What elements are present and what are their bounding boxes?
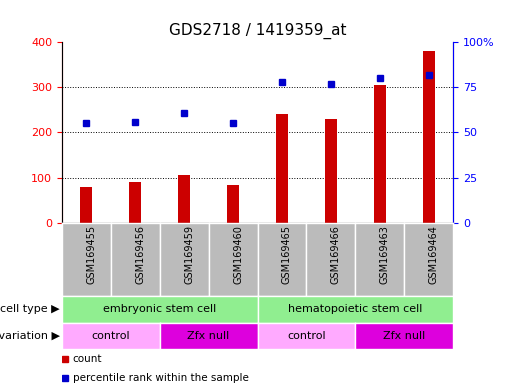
- Text: Zfx null: Zfx null: [383, 331, 425, 341]
- Text: GSM169465: GSM169465: [282, 225, 292, 284]
- Bar: [178, 175, 190, 223]
- Bar: [374, 85, 386, 223]
- Bar: [129, 182, 141, 223]
- Text: GSM169466: GSM169466: [331, 225, 341, 284]
- Title: GDS2718 / 1419359_at: GDS2718 / 1419359_at: [169, 23, 346, 40]
- Text: GSM169456: GSM169456: [135, 225, 145, 284]
- Bar: [325, 119, 337, 223]
- Text: GSM169460: GSM169460: [233, 225, 243, 284]
- Bar: [227, 185, 239, 223]
- Text: GSM169459: GSM169459: [184, 225, 194, 284]
- Text: control: control: [287, 331, 325, 341]
- Bar: [80, 187, 92, 223]
- Text: hematopoietic stem cell: hematopoietic stem cell: [288, 304, 422, 314]
- Text: GSM169463: GSM169463: [380, 225, 390, 284]
- Bar: [276, 114, 288, 223]
- Text: count: count: [73, 354, 102, 364]
- Text: GSM169464: GSM169464: [428, 225, 439, 284]
- Text: embryonic stem cell: embryonic stem cell: [103, 304, 216, 314]
- Bar: [423, 51, 435, 223]
- Text: genotype/variation ▶: genotype/variation ▶: [0, 331, 60, 341]
- Text: GSM169455: GSM169455: [86, 225, 96, 284]
- Text: percentile rank within the sample: percentile rank within the sample: [73, 373, 249, 383]
- Text: cell type ▶: cell type ▶: [1, 304, 60, 314]
- Text: control: control: [92, 331, 130, 341]
- Text: Zfx null: Zfx null: [187, 331, 230, 341]
